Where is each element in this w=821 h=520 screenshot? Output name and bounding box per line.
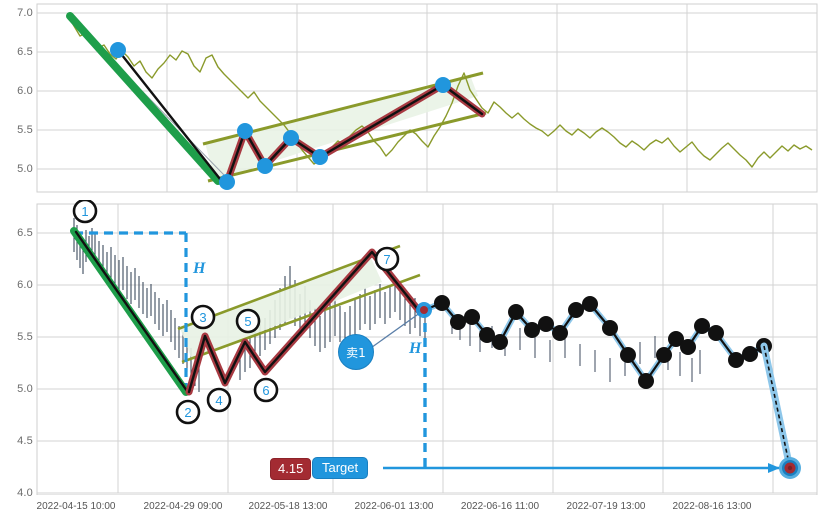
x-tick-label: 2022-05-18 13:00 (248, 501, 328, 512)
wave-count-labels: 1 2 3 4 5 6 7 (81, 204, 390, 420)
upper-zigzag-downtrend-core (116, 48, 222, 181)
sell-signal-badge[interactable]: 卖1 (338, 334, 374, 370)
x-tick-label: 2022-07-19 13:00 (566, 501, 646, 512)
lower-channel-lower-line (181, 273, 421, 364)
height-label-right: H (409, 340, 422, 357)
upper-gridlines (37, 4, 817, 192)
wave-label-1: 1 (81, 204, 88, 219)
x-tick-label: 2022-06-01 13:00 (354, 501, 434, 512)
pivot-marker (257, 158, 273, 174)
height-label-left: H (193, 260, 206, 277)
x-tick-label: 2022-08-16 13:00 (672, 501, 752, 512)
lower-plot-area: 1 2 3 4 5 6 7 (36, 200, 818, 495)
x-tick-label: 2022-06-16 11:00 (460, 501, 540, 512)
upper-pivot-markers (110, 42, 451, 190)
y-tick-label: 5.0 (17, 383, 33, 395)
target-label-badge[interactable]: Target (312, 457, 369, 480)
y-tick-label: 5.5 (17, 331, 33, 343)
upper-plot-area (36, 3, 818, 193)
lower-pivot-dots (434, 295, 772, 389)
target-price-badge: 4.15 (270, 458, 312, 481)
wave-label-4: 4 (215, 393, 222, 408)
pivot-marker (237, 123, 253, 139)
upper-overview-panel: 7.0 6.5 6.0 5.5 5.0 (0, 0, 821, 196)
height-measure-left (74, 231, 188, 390)
y-tick-label: 5.5 (17, 124, 33, 136)
lower-zigzag-wave-core (187, 250, 422, 394)
x-tick-label: 2022-04-15 10:00 (36, 501, 116, 512)
wave-label-5: 5 (244, 314, 251, 329)
sell-pivot-marker (416, 302, 432, 318)
pivot-marker (110, 42, 126, 58)
pivot-marker (219, 174, 235, 190)
y-tick-label: 7.0 (17, 7, 33, 19)
target-bullseye-marker (779, 457, 801, 479)
lower-channel-fill (180, 256, 382, 360)
upper-zigzag-downtrend (66, 12, 222, 185)
upper-channel-lower-line (207, 111, 487, 183)
lower-y-axis: 6.5 6.0 5.5 5.0 4.5 4.0 (0, 200, 33, 499)
wave-label-3: 3 (199, 310, 206, 325)
wave-label-6: 6 (262, 383, 269, 398)
y-tick-label: 6.5 (17, 227, 33, 239)
wave-label-2: 2 (184, 405, 191, 420)
target-arrowhead (768, 463, 780, 473)
upper-price-line (67, 15, 813, 168)
y-tick-label: 6.5 (17, 46, 33, 58)
upper-y-axis: 7.0 6.5 6.0 5.5 5.0 (0, 0, 33, 196)
wave-label-7: 7 (383, 252, 390, 267)
y-tick-label: 5.0 (17, 163, 33, 175)
pivot-marker (283, 130, 299, 146)
sell-signal-connector (367, 309, 425, 351)
pivot-marker (312, 149, 328, 165)
lower-zigzag-downtrend-core (74, 230, 189, 393)
lower-detail-panel: 6.5 6.0 5.5 5.0 4.5 4.0 (0, 200, 821, 499)
projection-line-halo (760, 342, 794, 472)
x-tick-label: 2022-04-29 09:00 (143, 501, 223, 512)
x-axis: 2022-04-15 10:00 2022-04-29 09:00 2022-0… (0, 498, 821, 520)
lower-gridlines (37, 204, 817, 494)
y-tick-label: 6.0 (17, 279, 33, 291)
y-tick-label: 6.0 (17, 85, 33, 97)
wave-count-markers (72, 200, 400, 425)
y-tick-label: 4.5 (17, 435, 33, 447)
y-tick-label: 4.0 (17, 487, 33, 499)
pivot-marker (435, 77, 451, 93)
